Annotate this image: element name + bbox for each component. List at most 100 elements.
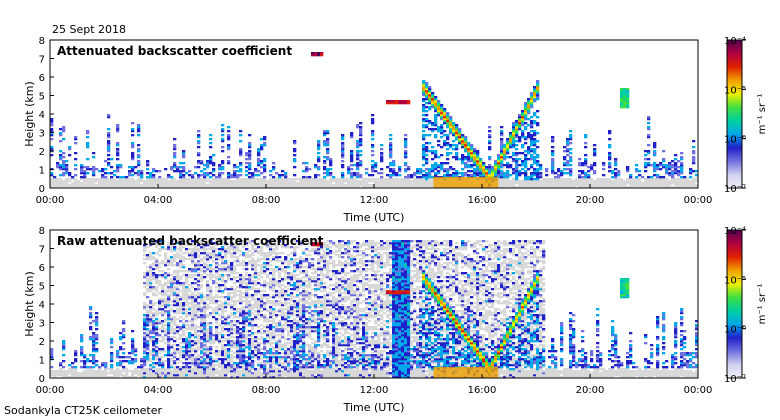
heatmap-cell [260, 266, 264, 269]
heatmap-cell [188, 374, 192, 377]
heatmap-cell [638, 170, 642, 173]
heatmap-cell [137, 148, 141, 151]
colorbar-tick-label: 10⁻⁴ [724, 36, 746, 47]
heatmap-cell [197, 264, 201, 267]
heatmap-cell [221, 334, 225, 337]
heatmap-cell [239, 344, 243, 347]
heatmap-cell [638, 180, 642, 183]
heatmap-cell [389, 150, 393, 153]
heatmap-cell [215, 264, 219, 267]
heatmap-cell [239, 184, 243, 187]
heatmap-cell [215, 340, 219, 343]
heatmap-cell [521, 136, 525, 139]
heatmap-cell [176, 318, 180, 321]
heatmap-cell [167, 360, 171, 363]
heatmap-cell [548, 184, 552, 187]
heatmap-cell [242, 260, 246, 263]
heatmap-cell [467, 160, 471, 163]
heatmap-cell [215, 290, 219, 293]
heatmap-cell [578, 174, 582, 177]
heatmap-cell [257, 330, 261, 333]
heatmap-cell [206, 260, 210, 263]
heatmap-cell [158, 170, 162, 173]
heatmap-cell [422, 118, 426, 121]
heatmap-cell [530, 178, 534, 181]
heatmap-cell [212, 276, 216, 279]
heatmap-cell [377, 184, 381, 187]
heatmap-cell [176, 310, 180, 313]
heatmap-cell [233, 312, 237, 315]
heatmap-cell [692, 160, 696, 163]
heatmap-cell [179, 334, 183, 337]
heatmap-cell [545, 182, 549, 185]
heatmap-cell [260, 328, 264, 331]
heatmap-cell [323, 144, 327, 147]
heatmap-cell [194, 294, 198, 297]
heatmap-cell [227, 146, 231, 149]
heatmap-cell [176, 262, 180, 265]
heatmap-cell [233, 324, 237, 327]
heatmap-cell [422, 126, 426, 129]
heatmap-cell [62, 366, 66, 369]
heatmap-cell [527, 152, 531, 155]
heatmap-cell [260, 138, 264, 141]
heatmap-cell [626, 106, 630, 109]
heatmap-cell [596, 182, 600, 185]
heatmap-cell [224, 374, 228, 377]
heatmap-cell [242, 312, 246, 315]
heatmap-cell [152, 186, 156, 188]
heatmap-cell [260, 252, 264, 255]
heatmap-cell [626, 90, 630, 93]
heatmap-cell [647, 186, 651, 188]
heatmap-cell [185, 276, 189, 279]
heatmap-cell [263, 294, 267, 297]
heatmap-cell [167, 368, 171, 371]
heatmap-cell [422, 184, 426, 187]
heatmap-cell [389, 134, 393, 137]
heatmap-cell [230, 312, 234, 315]
heatmap-cell [83, 180, 87, 183]
heatmap-cell [614, 174, 618, 177]
heatmap-cell [455, 174, 459, 177]
heatmap-cell [173, 162, 177, 165]
heatmap-cell [245, 274, 249, 277]
heatmap-cell [185, 310, 189, 313]
heatmap-cell [647, 178, 651, 181]
heatmap-cell [80, 366, 84, 369]
heatmap-cell [251, 312, 255, 315]
heatmap-cell [536, 154, 540, 157]
heatmap-cell [404, 170, 408, 173]
heatmap-cell [614, 184, 618, 187]
heatmap-cell [206, 174, 210, 177]
heatmap-cell [179, 246, 183, 249]
heatmap-cell [89, 354, 93, 357]
heatmap-cell [689, 172, 693, 175]
heatmap-cell [179, 372, 183, 375]
heatmap-cell [254, 184, 258, 187]
heatmap-cell [230, 246, 234, 249]
heatmap-cell [149, 256, 153, 259]
heatmap-cell [188, 174, 192, 177]
heatmap-cell [263, 372, 267, 375]
heatmap-cell [173, 344, 177, 347]
heatmap-cell [404, 152, 408, 155]
heatmap-cell [164, 376, 168, 378]
heatmap-cell [158, 254, 162, 257]
heatmap-cell [326, 148, 330, 151]
heatmap-cell [359, 180, 363, 183]
heatmap-cell [143, 358, 147, 361]
heatmap-cell [167, 324, 171, 327]
heatmap-cell [194, 362, 198, 365]
heatmap-cell [434, 174, 438, 177]
heatmap-cell [158, 362, 162, 365]
heatmap-cell [89, 338, 93, 341]
heatmap-cell [533, 170, 537, 173]
heatmap-cell [209, 176, 213, 179]
heatmap-cell [188, 368, 192, 371]
heatmap-cell [212, 282, 216, 285]
heatmap-cell [428, 94, 432, 97]
heatmap-cell [230, 328, 234, 331]
heatmap-cell [689, 182, 693, 185]
heatmap-cell [212, 298, 216, 301]
heatmap-cell [263, 348, 267, 351]
